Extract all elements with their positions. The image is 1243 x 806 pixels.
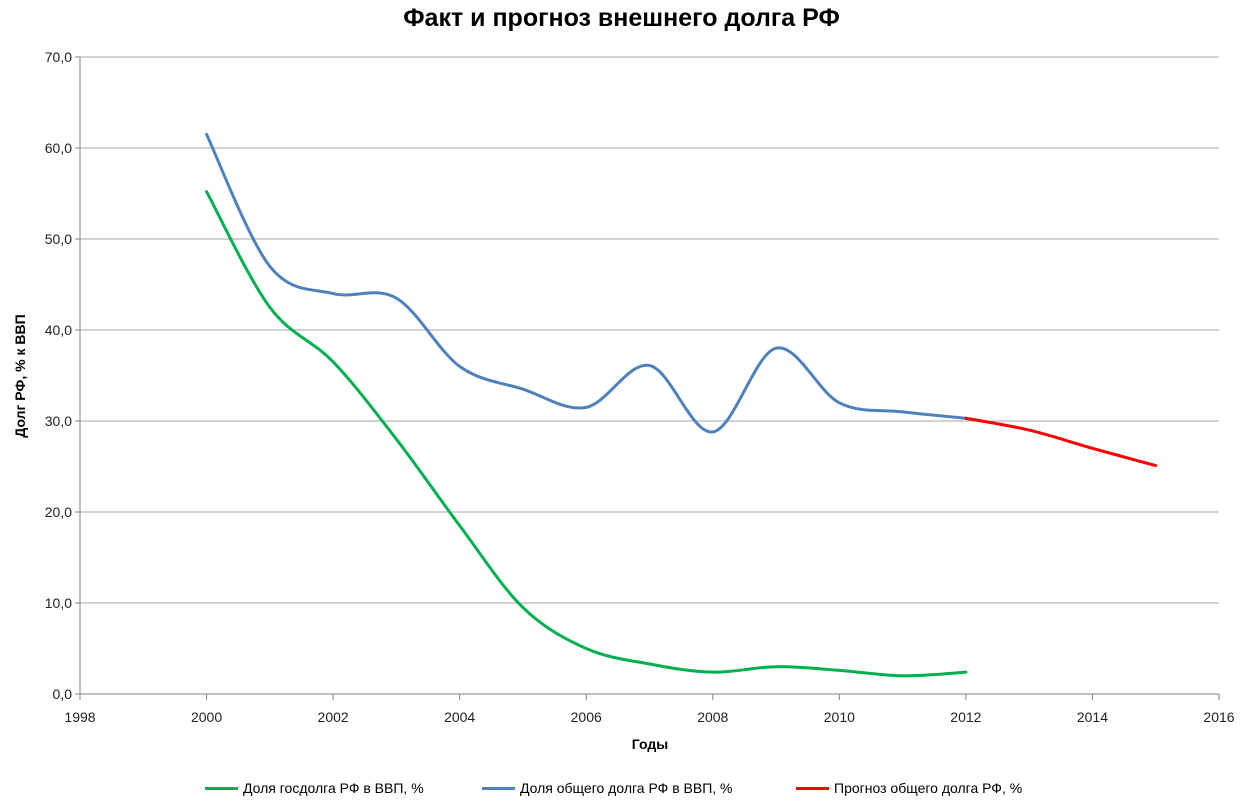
y-tick-label: 60,0 — [45, 140, 72, 156]
y-axis-title: Долг РФ, % к ВВП — [12, 314, 28, 437]
x-tick-label: 1998 — [64, 709, 95, 725]
legend-item: Доля госдолга РФ в ВВП, % — [205, 780, 424, 796]
x-tick-label: 2012 — [950, 709, 981, 725]
x-tick-label: 2004 — [444, 709, 475, 725]
x-tick-label: 2010 — [824, 709, 855, 725]
y-tick-label: 0,0 — [53, 686, 73, 702]
x-tick-label: 2008 — [697, 709, 728, 725]
x-tick-label: 2000 — [191, 709, 222, 725]
series-lines — [205, 132, 1158, 678]
x-axis-title: Годы — [632, 736, 668, 752]
legend: Доля госдолга РФ в ВВП, % Доля общего дол… — [0, 780, 1243, 802]
x-tick-label: 2002 — [318, 709, 349, 725]
x-tick-label: 2016 — [1203, 709, 1234, 725]
legend-swatch — [205, 786, 238, 790]
legend-swatch — [482, 786, 515, 790]
legend-item: Прогноз общего долга РФ, % — [796, 780, 1022, 796]
legend-label: Доля общего долга РФ в ВВП, % — [520, 780, 733, 796]
series-line-2 — [205, 132, 968, 434]
chart-title: Факт и прогноз внешнего долга РФ — [403, 4, 840, 32]
y-tick-label: 50,0 — [45, 231, 72, 247]
y-tick-label: 30,0 — [45, 413, 72, 429]
gridlines — [80, 56, 1219, 604]
tick-labels: 0,0 10,0 20,0 30,0 40,0 50,0 60,0 70,0 1998 2000 2… — [45, 49, 1235, 725]
legend-label: Доля госдолга РФ в ВВП, % — [243, 780, 424, 796]
series-line-3 — [964, 416, 1158, 468]
x-tick-label: 2014 — [1077, 709, 1108, 725]
y-tick-label: 20,0 — [45, 504, 72, 520]
legend-label: Прогноз общего долга РФ, % — [834, 780, 1023, 796]
y-tick-label: 10,0 — [45, 595, 72, 611]
axes — [75, 56, 1220, 700]
series-line-1 — [205, 190, 968, 678]
y-tick-label: 40,0 — [45, 322, 72, 338]
legend-swatch — [796, 786, 829, 790]
x-tick-label: 2006 — [571, 709, 602, 725]
y-tick-label: 70,0 — [45, 49, 72, 65]
legend-item: Доля общего долга РФ в ВВП, % — [482, 780, 732, 796]
